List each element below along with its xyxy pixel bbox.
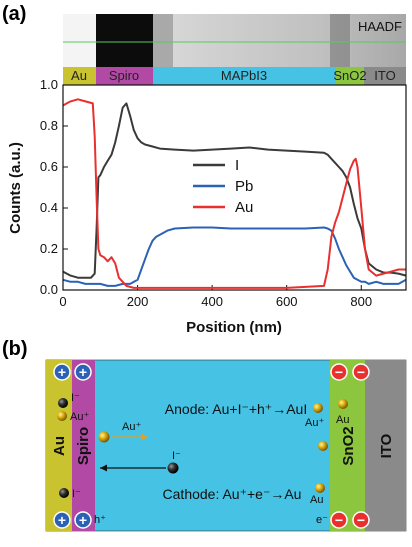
- y-tick-label: 0.6: [40, 159, 58, 174]
- layer-mapbi3-label: MAPbI3: [221, 68, 267, 83]
- schematic-spiro-layer: [72, 360, 95, 531]
- iodide-ball: [59, 488, 69, 498]
- iodide-label: I⁻: [172, 450, 181, 462]
- y-tick-label: 1.0: [40, 77, 58, 92]
- y-axis-label: Counts (a.u.): [7, 142, 24, 234]
- schematic-au-layer: [46, 360, 72, 531]
- x-axis-label: Position (nm): [186, 319, 282, 336]
- iodide-label: I⁻: [71, 392, 80, 404]
- minus-icon: −: [352, 511, 370, 529]
- gold-ball: [318, 441, 328, 451]
- layer-band: Au Spiro MAPbI3 SnO2 ITO: [63, 67, 406, 85]
- plus-icon: +: [53, 511, 71, 529]
- electron-label: e⁻: [316, 514, 328, 526]
- schematic-spiro-label: Spiro: [75, 427, 92, 465]
- plot-frame: [62, 84, 407, 291]
- svg-text:+: +: [79, 364, 87, 380]
- series-line-pb: [62, 226, 407, 287]
- svg-text:−: −: [357, 364, 365, 380]
- hole-label: h⁺: [94, 514, 106, 526]
- svg-text:+: +: [79, 512, 87, 528]
- panel-a-label: (a): [2, 3, 26, 25]
- iodide-ball: [58, 398, 68, 408]
- series-line-au: [62, 98, 406, 289]
- y-tick-label: 0.2: [40, 241, 58, 256]
- gold-label: Au: [336, 414, 349, 426]
- iodide-ball: [167, 462, 179, 474]
- schematic-sno2-layer: [330, 360, 365, 531]
- gold-ball: [98, 431, 110, 443]
- iodide-label: I⁻: [72, 488, 81, 500]
- layer-ito: [364, 67, 406, 85]
- minus-icon: −: [352, 363, 370, 381]
- gold-ball: [315, 483, 325, 493]
- legend-label: Pb: [235, 178, 253, 195]
- layer-spiro: [96, 67, 153, 85]
- minus-icon: −: [330, 511, 348, 529]
- layer-au-label: Au: [71, 68, 87, 83]
- anode-reaction: Anode: Au+I⁻+h⁺→AuI: [165, 401, 307, 417]
- x-tick-label: 600: [276, 294, 298, 309]
- layer-ito-label: ITO: [374, 68, 395, 83]
- svg-text:−: −: [357, 512, 365, 528]
- plus-icon: +: [53, 363, 71, 381]
- svg-text:+: +: [58, 512, 66, 528]
- gold-ball: [57, 411, 67, 421]
- plus-icon: +: [74, 511, 92, 529]
- eds-line-chart: 0.0 0.2 0.4 0.6 0.8 1.0 0 200 400 600 800 Positio…: [7, 77, 407, 336]
- haadf-image: HAADF: [63, 14, 406, 67]
- layer-sno2: [336, 67, 364, 85]
- device-schematic: Au Spiro SnO2 ITO + + + + − −: [45, 359, 407, 532]
- x-tick-label: 400: [201, 294, 223, 309]
- minus-icon: −: [330, 363, 348, 381]
- layer-sno2-label: SnO2: [333, 68, 366, 83]
- schematic-sno2-label: SnO2: [340, 426, 357, 465]
- haadf-tag: HAADF: [358, 19, 402, 34]
- gold-ball: [313, 403, 323, 413]
- schematic-au-label: Au: [51, 436, 68, 456]
- gold-cation-label: Au⁺: [70, 411, 89, 423]
- cathode-reaction: Cathode: Au⁺+e⁻→Au: [163, 486, 302, 502]
- x-tick-label: 0: [59, 294, 66, 309]
- y-tick-label: 0.0: [40, 282, 58, 297]
- schematic-ito-layer: [365, 360, 406, 531]
- svg-text:+: +: [58, 364, 66, 380]
- series-line-i: [62, 102, 407, 279]
- y-tick-label: 0.4: [40, 200, 58, 215]
- layer-mapbi3: [153, 67, 336, 85]
- legend-label: Au: [235, 199, 253, 216]
- gold-cation-label: Au⁺: [305, 417, 324, 429]
- legend-label: I: [235, 157, 239, 174]
- gold-cation-label: Au⁺: [122, 421, 141, 433]
- y-ticks: 0.0 0.2 0.4 0.6 0.8 1.0: [40, 77, 68, 297]
- svg-text:−: −: [335, 364, 343, 380]
- schematic-ito-label: ITO: [378, 433, 395, 458]
- panel-b-label: (b): [2, 338, 28, 360]
- gold-label: Au: [310, 494, 323, 506]
- layer-spiro-label: Spiro: [109, 68, 139, 83]
- plus-icon: +: [74, 363, 92, 381]
- legend: I Pb Au: [193, 157, 253, 216]
- svg-text:−: −: [335, 512, 343, 528]
- x-tick-label: 800: [350, 294, 372, 309]
- y-tick-label: 0.8: [40, 118, 58, 133]
- gold-ball: [338, 399, 348, 409]
- x-tick-label: 200: [127, 294, 149, 309]
- series-lines: [62, 98, 407, 289]
- layer-au: [63, 67, 96, 85]
